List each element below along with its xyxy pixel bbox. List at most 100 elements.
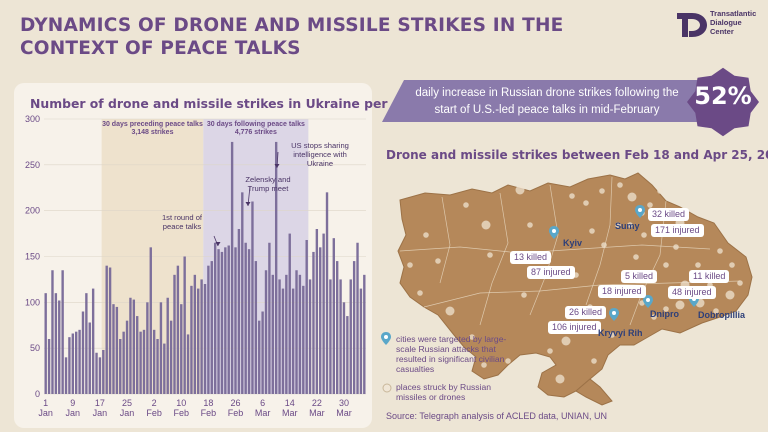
bar <box>217 249 220 394</box>
region-strikes: 4,776 strikes <box>235 129 277 136</box>
bar <box>132 299 136 394</box>
sumy-injured-label: 171 injured <box>651 224 704 237</box>
bar <box>183 256 186 394</box>
kryvyi-rih-city-label: Kryvyi Rih <box>598 328 643 338</box>
x-tick-label: 14 <box>285 398 295 408</box>
strike-dot <box>695 262 701 268</box>
strike-dot <box>521 292 527 298</box>
logo: Transatlantic Dialogue Center <box>676 8 766 42</box>
bar <box>105 265 108 394</box>
x-tick-month: Feb <box>146 408 162 418</box>
map-title: Drone and missile strikes between Feb 18… <box>386 148 768 162</box>
x-tick-label: 17 <box>95 398 105 408</box>
bar <box>346 316 349 394</box>
bar <box>88 322 91 394</box>
x-tick-label: 22 <box>312 398 322 408</box>
strike-dot <box>547 348 553 354</box>
logo-line-3: Center <box>710 27 734 36</box>
y-tick-label: 0 <box>35 389 40 399</box>
strike-dot <box>417 290 423 296</box>
y-tick-label: 50 <box>30 343 40 353</box>
region-strikes: 3,148 strikes <box>131 129 173 136</box>
kyiv-killed-label: 13 killed <box>510 251 552 264</box>
bar <box>247 249 251 394</box>
strike-dot <box>601 242 607 248</box>
bar <box>136 316 139 394</box>
bar <box>149 247 152 394</box>
oblast-border <box>479 192 509 326</box>
bar <box>308 279 312 394</box>
oblast-border <box>439 196 451 284</box>
strike-dot <box>573 272 579 278</box>
bar <box>339 279 342 394</box>
bar <box>254 261 258 394</box>
bar <box>230 141 234 394</box>
bar <box>71 333 75 394</box>
kryvyi-rih-injured-label: 106 injured <box>548 321 601 334</box>
tdc-logo-icon <box>677 13 707 37</box>
city-pin-icon <box>549 226 559 239</box>
bar <box>95 352 98 394</box>
bar <box>166 297 169 394</box>
x-tick-month: Jan <box>93 408 108 418</box>
bar <box>352 261 356 394</box>
bar <box>359 288 363 394</box>
bar <box>129 297 132 394</box>
bar <box>258 320 261 394</box>
strike-dot <box>589 228 595 234</box>
kryvyi-rih-killed-label: 26 killed <box>565 306 607 319</box>
strike-dot <box>725 290 735 300</box>
bar <box>237 229 241 394</box>
x-tick-label: 9 <box>70 398 75 408</box>
bar <box>156 339 159 394</box>
bar <box>285 274 288 394</box>
bar <box>325 192 329 394</box>
annotation-arrowhead <box>215 242 221 246</box>
bar <box>68 337 71 394</box>
bar <box>190 285 193 394</box>
annotation-2: Zelensky and Trump meet <box>245 175 290 193</box>
bar <box>349 279 352 394</box>
bar <box>125 320 129 394</box>
strike-dot <box>445 306 455 316</box>
logo-line-1: Transatlantic <box>710 9 757 18</box>
strike-dot <box>481 362 487 368</box>
strike-dot <box>627 222 633 228</box>
bar <box>146 302 149 394</box>
annotation-1: 1st round of peace talks <box>162 213 203 231</box>
bar <box>159 302 163 394</box>
dobropillia-city-label: Dobropillia <box>698 310 745 320</box>
bar <box>91 288 95 394</box>
bar <box>152 329 156 394</box>
dobropillia-killed-label: 11 killed <box>689 270 730 283</box>
bar <box>85 293 88 394</box>
strike-dot <box>657 188 663 194</box>
bar <box>356 242 359 394</box>
x-tick-label: 2 <box>152 398 157 408</box>
strike-dot <box>487 252 493 258</box>
strike-dot <box>599 188 605 194</box>
kyiv-city-label: Kyiv <box>563 238 583 248</box>
bar <box>329 279 332 394</box>
crimea-shape <box>575 378 613 406</box>
annotation-3: US stops sharing intelligence with Ukraine <box>291 141 349 168</box>
bar <box>244 242 247 394</box>
y-tick-label: 200 <box>25 206 40 216</box>
dnipro-city-label: Dnipro <box>650 309 679 319</box>
strike-dot <box>663 306 669 312</box>
pin-center <box>612 311 616 315</box>
strike-dot <box>407 262 413 268</box>
bar <box>322 233 325 394</box>
pin-center <box>638 208 642 212</box>
bar <box>342 302 346 394</box>
bar <box>112 304 115 394</box>
city-pin-icon <box>609 308 619 321</box>
x-tick-label: 25 <box>122 398 132 408</box>
kyiv-injured-label: 87 injured <box>527 266 575 279</box>
region-label: 30 days following peace talks <box>207 121 305 128</box>
bar <box>180 304 183 394</box>
bar <box>319 247 322 394</box>
strike-dot <box>675 300 685 310</box>
strike-dot <box>609 332 615 338</box>
x-tick-month: Feb <box>228 408 244 418</box>
